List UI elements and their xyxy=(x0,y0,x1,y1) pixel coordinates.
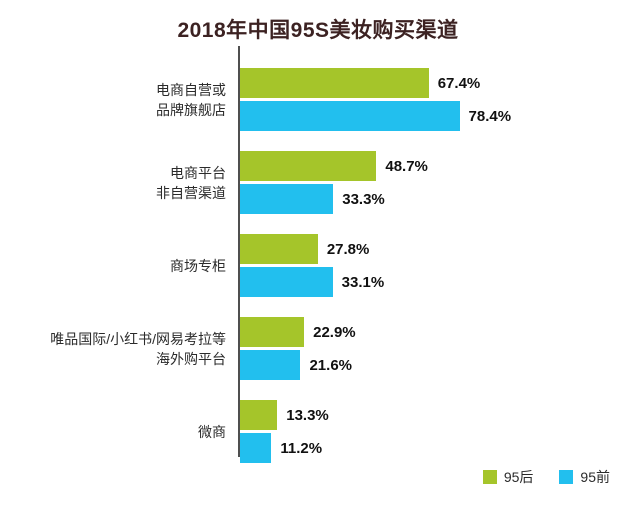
bar-series-0-cat-0 xyxy=(240,68,429,98)
bar-series-1-cat-4 xyxy=(240,433,272,463)
bar-row: 33.1% xyxy=(240,267,384,297)
y-axis-line xyxy=(238,46,240,457)
value-label: 67.4% xyxy=(437,74,481,92)
bar-series-0-cat-2 xyxy=(240,234,318,264)
category-bars: 22.9% 21.6% xyxy=(238,317,356,380)
legend-label: 95后 xyxy=(503,469,534,485)
legend-label: 95前 xyxy=(580,469,610,485)
bar-row: 27.8% xyxy=(240,234,384,264)
category-label: 电商平台 非自营渠道 xyxy=(156,164,226,201)
value-label: 22.9% xyxy=(313,323,356,341)
value-label: 11.2% xyxy=(280,439,323,457)
category-bars: 13.3% 11.2% xyxy=(238,400,329,463)
legend-item: 95前 xyxy=(559,467,610,487)
bar-row: 13.3% xyxy=(240,400,329,430)
value-label: 27.8% xyxy=(326,240,370,258)
category-label: 微商 xyxy=(198,423,226,440)
bar-series-0-cat-4 xyxy=(240,400,278,430)
bar-series-0-cat-1 xyxy=(240,151,377,181)
legend-item: 95后 xyxy=(482,467,534,487)
chart-title: 2018年中国95S美妆购买渠道 xyxy=(177,19,459,42)
bar-series-1-cat-1 xyxy=(240,184,334,214)
bar-row: 21.6% xyxy=(240,350,356,380)
bar-series-0-cat-3 xyxy=(240,317,305,347)
category-group: 唯品国际/小红书/网易考拉等 海外购平台 22.9% 21.6% xyxy=(0,317,636,380)
value-label: 33.1% xyxy=(341,273,385,291)
value-label: 13.3% xyxy=(286,406,329,424)
bar-row: 22.9% xyxy=(240,317,356,347)
bar-row: 11.2% xyxy=(240,433,329,463)
value-label: 78.4% xyxy=(468,107,512,125)
category-bars: 67.4% 78.4% xyxy=(238,68,511,131)
legend: 95后 95前 xyxy=(482,467,610,487)
bar-series-1-cat-2 xyxy=(240,267,333,297)
category-label: 商场专柜 xyxy=(170,257,226,274)
category-group: 电商自营或 品牌旗舰店 67.4% 78.4% xyxy=(0,68,636,131)
category-group: 电商平台 非自营渠道 48.7% 33.3% xyxy=(0,151,636,214)
bar-row: 67.4% xyxy=(240,68,511,98)
bar-series-1-cat-3 xyxy=(240,350,301,380)
plot-area: 电商自营或 品牌旗舰店 67.4% 78.4% 电商平台 非自营渠道 48.7% 33.3… xyxy=(0,46,636,463)
value-label: 33.3% xyxy=(342,190,385,208)
legend-swatch-series-0 xyxy=(482,470,497,484)
value-label: 48.7% xyxy=(385,157,428,175)
category-bars: 27.8% 33.1% xyxy=(238,234,384,297)
category-label: 唯品国际/小红书/网易考拉等 海外购平台 xyxy=(50,330,226,367)
legend-swatch-series-1 xyxy=(559,470,574,484)
value-label: 21.6% xyxy=(309,356,353,374)
bar-row: 78.4% xyxy=(240,101,511,131)
bar-row: 48.7% xyxy=(240,151,428,181)
bar-series-1-cat-0 xyxy=(240,101,460,131)
category-label: 电商自营或 品牌旗舰店 xyxy=(156,81,226,118)
category-bars: 48.7% 33.3% xyxy=(238,151,428,214)
bar-row: 33.3% xyxy=(240,184,428,214)
category-group: 微商 13.3% 11.2% xyxy=(0,400,636,463)
category-group: 商场专柜 27.8% 33.1% xyxy=(0,234,636,297)
